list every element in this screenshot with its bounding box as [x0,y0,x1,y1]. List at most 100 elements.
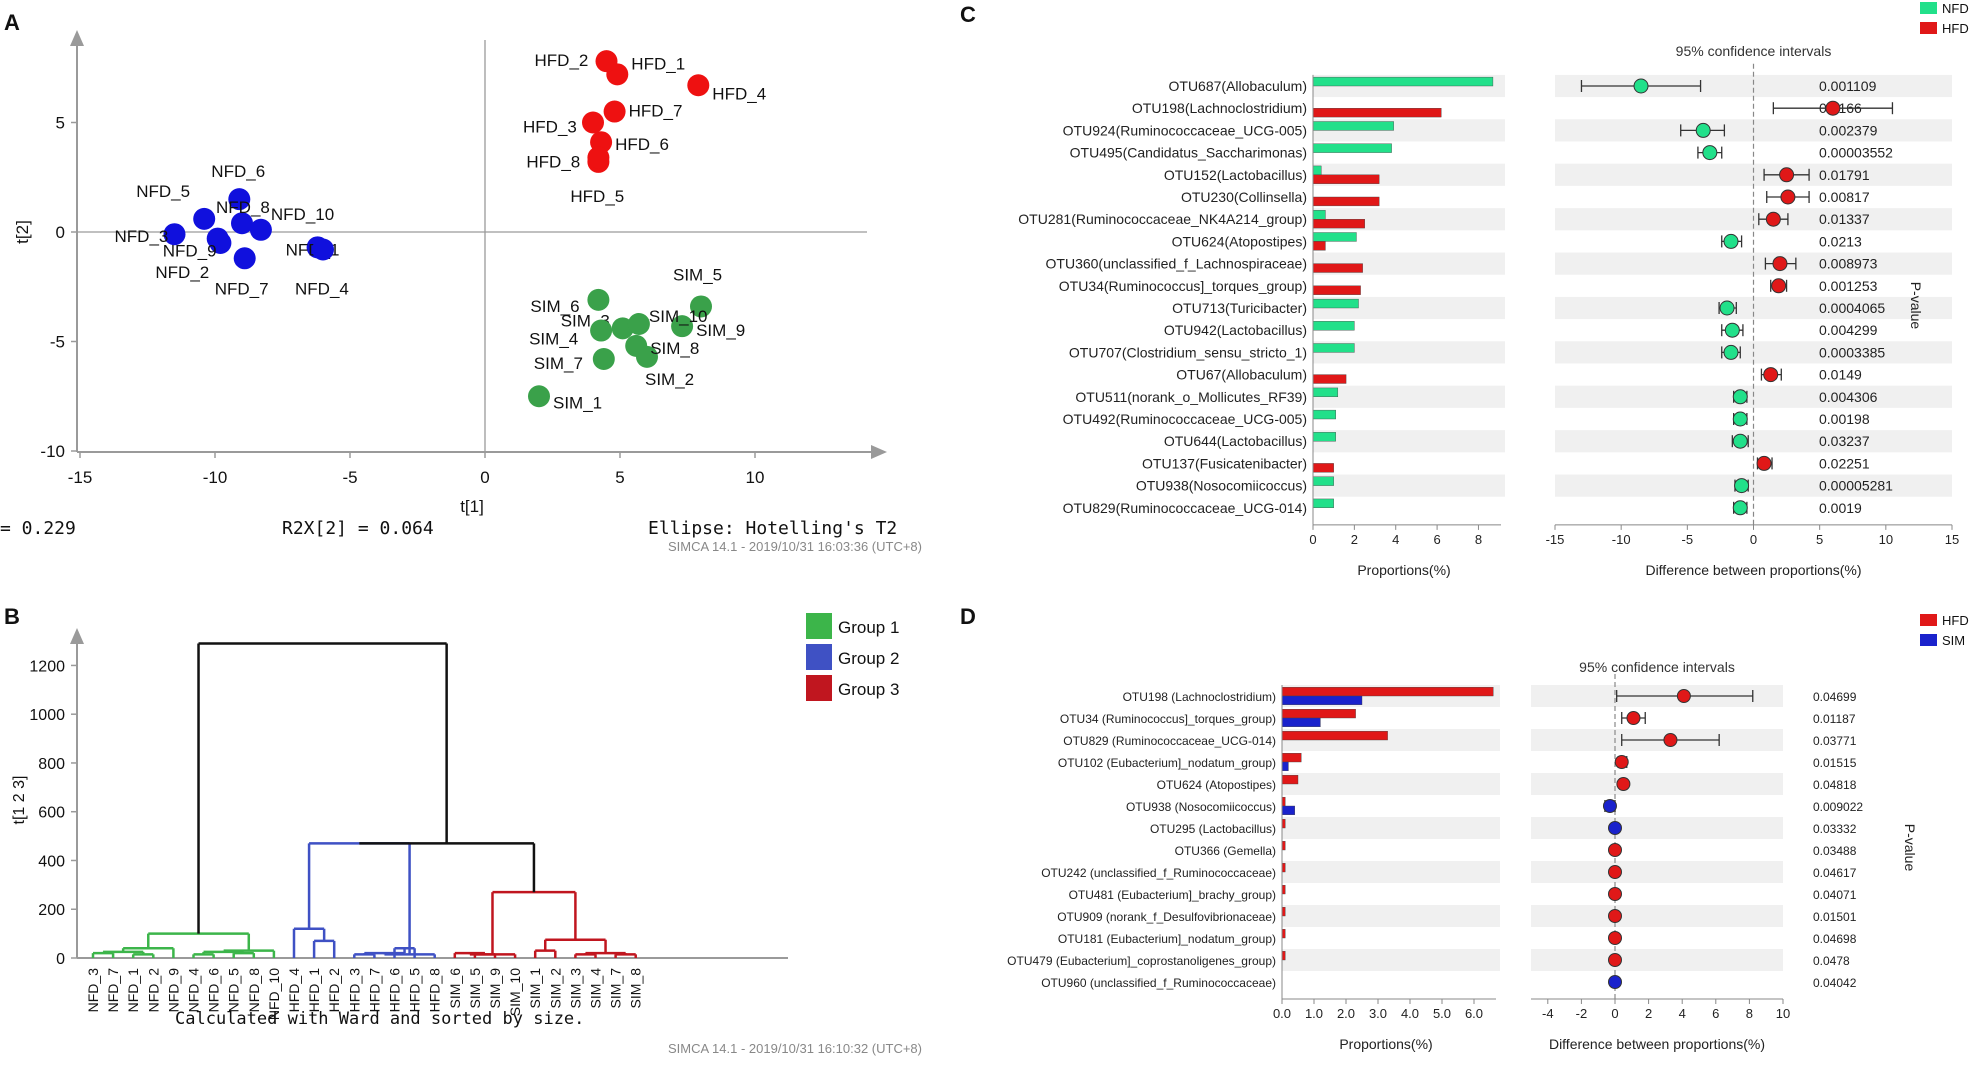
proportion-bar [1281,717,1321,728]
score-point [249,218,272,241]
x-tick-label: 1.0 [1305,1006,1323,1021]
category-label: OTU909 (norank_f_Desulfovibrionaceae) [1057,910,1276,924]
difference-point [1723,344,1739,360]
difference-point [1608,887,1622,901]
x-tick-label: 0 [480,468,489,487]
leaf-label: SIM_6 [447,968,463,1009]
x-tick-label: -4 [1542,1006,1554,1021]
point-label: HFD_5 [570,187,624,206]
row-shade [1555,474,1952,497]
category-label: OTU924(Ruminococcaceae_UCG-005) [1063,122,1307,138]
point-label: HFD_4 [712,84,766,103]
x-tick-label: 2 [1645,1006,1652,1021]
proportion-bar [1312,121,1394,131]
score-point [625,334,648,357]
p-value: 0.04699 [1813,690,1857,704]
p-value: 0.01791 [1819,167,1870,183]
p-value: 0.00003552 [1819,145,1893,161]
legend-swatch [1920,2,1937,14]
leaf-label: HFD_5 [407,968,423,1013]
row-shade [1531,773,1783,795]
legend-label: NFD [1942,1,1969,16]
p-value: 0.0019 [1819,500,1862,516]
difference-point [1633,78,1649,94]
difference-point [1734,478,1750,494]
difference-point [1765,211,1781,227]
leaf-label: NFD_1 [125,968,141,1013]
category-label: OTU242 (unclassified_f_Ruminococcaceae) [1041,866,1276,880]
proportion-bar [1312,76,1494,87]
watermark: SIMCA 14.1 - 2019/10/31 16:03:36 (UTC+8) [668,539,922,554]
difference-point [1695,122,1711,138]
x-axis-title-proportions: Proportions(%) [1357,562,1450,578]
score-point [528,385,550,408]
leaf-label: SIM_10 [507,968,523,1016]
row-shade [1555,74,1952,98]
point-label: SIM_5 [673,265,722,284]
proportion-bar [1312,241,1326,251]
category-label: OTU829(Ruminococcaceae_UCG-014) [1063,500,1307,516]
category-label: OTU938(Nosocomiicoccus) [1136,478,1307,494]
panel-label: A [4,10,20,35]
p-value: 0.0149 [1819,367,1862,383]
point-label: HFD_2 [535,51,589,70]
category-label: OTU152(Lactobacillus) [1164,167,1307,183]
category-label: OTU366 (Gemella) [1175,844,1276,858]
x-axis-title-difference: Difference between proportions(%) [1549,1036,1765,1052]
point-label: HFD_8 [526,153,580,172]
difference-point [1732,500,1748,516]
legend-label: Group 3 [838,680,899,699]
x-axis-title-proportions: Proportions(%) [1339,1036,1432,1052]
proportion-bar [1281,686,1494,697]
x-tick-label: 10 [746,468,765,487]
row-shade [1313,341,1505,364]
score-point [587,288,610,311]
row-shade [1555,252,1952,275]
point-label: NFD_10 [271,205,334,224]
x-tick-label: 4 [1392,532,1399,547]
row-shade [1282,905,1500,927]
proportion-bar [1312,432,1336,442]
dendrogram-chart: B 0 200 400 600 800 1000 1200 t[1 2 3] NFD_3 NFD_7… [4,604,922,1056]
category-label: OTU481 (Eubacterium]_brachy_group) [1069,888,1276,902]
score-point [687,74,710,97]
leaf-label: HFD_3 [346,968,362,1013]
x-tick-label: 10 [1776,1006,1790,1021]
p-value: 0.001109 [1819,78,1877,94]
p-value: 0.02251 [1819,455,1870,471]
y-axis-arrow [70,30,84,46]
difference-point [1780,189,1796,205]
leaf-label: NFD_2 [145,968,161,1013]
p-value-axis-title: P-value [1902,824,1918,872]
point-label: NFD_5 [136,182,190,201]
difference-point [1719,300,1735,316]
score-point [228,188,251,211]
point-label: SIM_4 [529,330,578,349]
proportion-bar [1312,409,1336,420]
p-value: 0.004306 [1819,389,1878,405]
p-value: 0.004299 [1819,322,1878,338]
proportion-bar [1312,463,1334,473]
x-tick-label: -15 [68,468,93,487]
x-tick-label: 5 [1816,532,1823,547]
proportion-bar [1312,476,1334,486]
p-value: 0.009022 [1813,800,1863,814]
leaf-label: HFD_8 [427,968,443,1013]
difference-point [1756,455,1772,471]
legend-swatch [806,644,832,670]
y-axis-title: t[1 2 3] [11,776,28,825]
row-shade [1313,430,1505,453]
point-label: HFD_6 [615,135,669,154]
proportion-bar [1312,165,1322,175]
proportion-bar [1312,210,1326,220]
leaf-label: HFD_2 [326,968,342,1013]
row-shade [1313,474,1505,497]
difference-point [1779,167,1795,183]
extended-error-bar-chart-c: C NFD HFD 95% confidence intervals OTU687(Al… [960,1,1969,578]
difference-point [1616,777,1631,791]
score-point [193,207,216,230]
x-tick-label: 0 [1611,1006,1618,1021]
p-value: 0.04818 [1813,778,1857,792]
difference-point [1602,799,1617,813]
point-label: HFD_7 [629,102,683,121]
